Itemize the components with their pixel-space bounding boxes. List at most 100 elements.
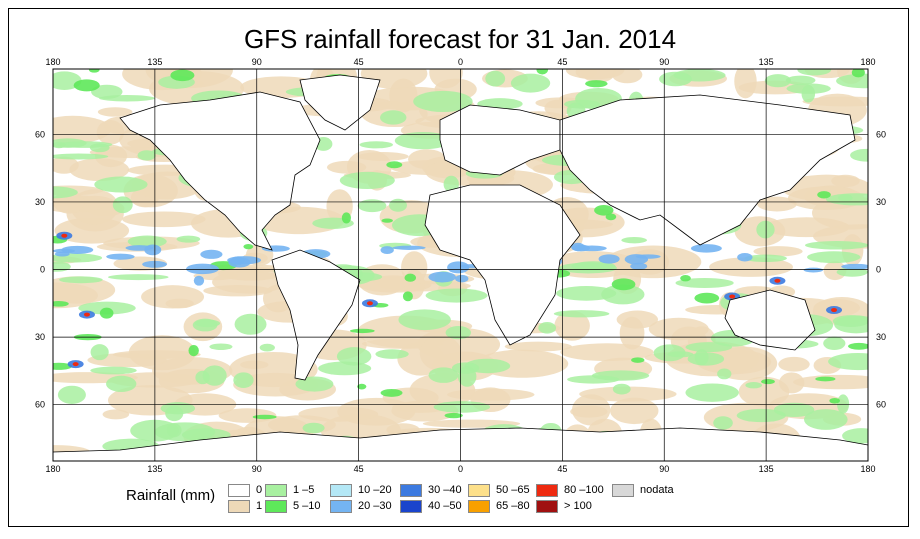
figure-frame (8, 8, 909, 527)
rainfall-patch (556, 286, 617, 301)
rainfall-patch (709, 257, 793, 277)
rainfall-patch (433, 401, 491, 413)
rainfall-patch (685, 383, 739, 402)
rainfall-patch (823, 336, 846, 351)
rainfall-patch (428, 271, 456, 283)
rainfall-patch (793, 374, 868, 390)
legend-swatch (536, 484, 558, 497)
legend-label: 65 –80 (496, 500, 530, 512)
lon-label-top: 45 (354, 57, 364, 67)
rainfall-patch (429, 69, 463, 89)
lon-label-bottom: 135 (147, 464, 162, 474)
rainfall-patch (605, 213, 617, 221)
rainfall-patch (832, 315, 868, 328)
rainfall-patch (571, 261, 616, 272)
rainfall-patch (243, 243, 254, 250)
legend-label: 1 (256, 500, 263, 512)
rainfall-patch (757, 196, 797, 212)
rainfall-patch (690, 244, 722, 253)
legend-swatch (468, 484, 490, 497)
rainfall-patch (73, 79, 100, 92)
rainfall-patch (357, 199, 387, 213)
rainfall-patch (828, 352, 868, 371)
rainfall-patch (803, 267, 824, 273)
rainfall-patch (165, 405, 184, 422)
rainfall-patch (106, 375, 137, 392)
rainfall-patch (831, 174, 860, 188)
rainfall-patch (252, 414, 277, 420)
rainfall-patch (817, 191, 831, 199)
rainfall-patch (851, 69, 865, 78)
rainfall-patch (447, 261, 470, 274)
rainfall-patch (359, 141, 393, 149)
rainfall-patch (805, 241, 868, 250)
rainfall-patch (94, 176, 148, 193)
rainfall-patch (357, 383, 367, 390)
rainfall-patch (713, 416, 733, 430)
lon-label-bottom: 180 (45, 464, 60, 474)
rainfall-patch (402, 291, 413, 302)
rainfall-patch (601, 284, 645, 305)
rainfall-patch (336, 347, 372, 366)
rainfall-patch (797, 69, 832, 76)
lon-label-top: 90 (659, 57, 669, 67)
rainfall-field (53, 69, 868, 461)
rainfall-patch (392, 245, 426, 250)
rainfall-patch (774, 278, 781, 283)
rainfall-patch (298, 406, 379, 422)
rainfall-patch (455, 274, 469, 283)
rainfall-patch (764, 74, 791, 88)
north-america-outline (119, 91, 321, 251)
rainfall-patch (560, 343, 654, 362)
africa-outline (424, 184, 581, 346)
rainfall-patch (428, 367, 459, 383)
rainfall-patch (53, 300, 69, 307)
lon-label-top: 90 (252, 57, 262, 67)
rainfall-patch (565, 69, 625, 80)
rainfall-patch (594, 204, 614, 216)
rainfall-patch (631, 357, 645, 363)
rainfall-patch (630, 262, 648, 270)
legend-label: nodata (640, 484, 674, 496)
map-title: GFS rainfall forecast for 31 Jan. 2014 (243, 24, 677, 54)
map-border (52, 68, 869, 462)
rainfall-patch (53, 261, 71, 272)
rainfall-patch (675, 277, 734, 288)
rainfall-patch (137, 150, 156, 161)
lat-label-right: 30 (876, 197, 886, 207)
rainfall-patch (233, 372, 254, 388)
rainfall-patch (234, 313, 267, 335)
rainfall-patch (349, 328, 375, 334)
lat-label-right: 60 (876, 129, 886, 139)
rainfall-patch (97, 107, 133, 117)
rainfall-patch (504, 341, 572, 352)
rainfall-patch (579, 386, 677, 402)
rainfall-patch (127, 235, 167, 248)
rainfall-patch (386, 161, 403, 169)
rainfall-patch (567, 375, 620, 384)
lon-label-bottom: 90 (252, 464, 262, 474)
rainfall-patch (838, 194, 853, 202)
legend-label: 0 (256, 484, 263, 496)
rainfall-patch (571, 242, 585, 252)
legend-label: 20 –30 (358, 500, 392, 512)
rainfall-patch (445, 326, 472, 340)
rainfall-patch (166, 423, 182, 438)
rainfall-patch (87, 353, 167, 368)
rainfall-patch (176, 235, 201, 243)
legend-swatch (330, 484, 352, 497)
lon-label-top: 135 (759, 57, 774, 67)
rainfall-patch (694, 292, 720, 304)
rainfall-patch (231, 256, 245, 265)
rainfall-patch (193, 275, 205, 286)
rainfall-patch (653, 344, 686, 362)
rainfall-patch (72, 362, 79, 367)
lat-label-right: 60 (876, 400, 886, 410)
rainfall-patch (154, 422, 216, 442)
rainfall-patch (553, 310, 610, 318)
rainfall-patch (680, 275, 691, 282)
rainfall-patch (538, 322, 557, 334)
rainfall-patch (785, 75, 816, 85)
rainfall-patch (112, 196, 133, 214)
